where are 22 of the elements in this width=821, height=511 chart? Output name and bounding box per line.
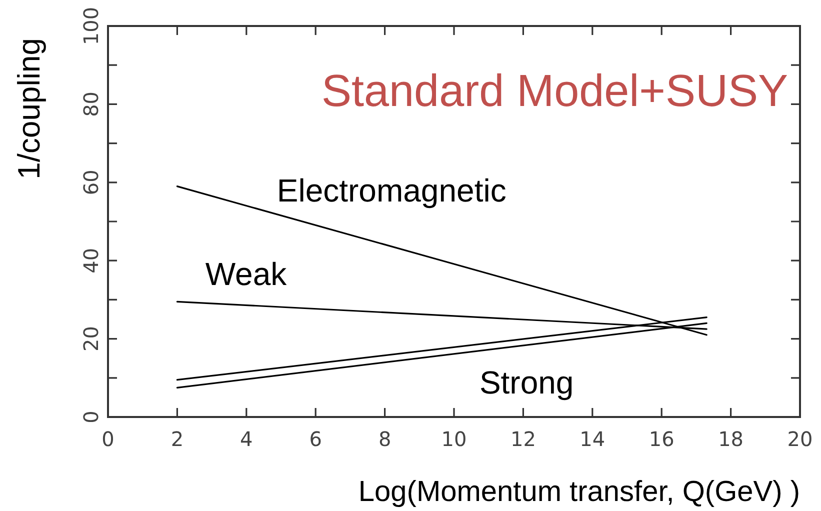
- x-tick-label: 2: [170, 427, 184, 452]
- y-tick-label: 80: [79, 91, 104, 117]
- x-axis-title: Log(Momentum transfer, Q(GeV) ): [358, 476, 800, 508]
- x-tick-label: 4: [240, 427, 253, 452]
- x-tick-label: 10: [441, 427, 467, 452]
- series-label: Weak: [205, 256, 288, 292]
- x-tick-label: 6: [309, 427, 322, 452]
- y-tick-label: 40: [79, 248, 104, 274]
- y-tick-label: 0: [79, 410, 104, 424]
- x-tick-label: 8: [378, 427, 392, 452]
- x-tick-label: 16: [648, 427, 674, 452]
- x-tick-label: 12: [510, 427, 536, 452]
- series-label: Electromagnetic: [276, 172, 506, 208]
- series-label: Strong: [479, 364, 574, 400]
- y-tick-label: 20: [79, 326, 104, 352]
- y-tick-label: 60: [79, 170, 104, 196]
- y-axis-title: 1/coupling: [12, 38, 47, 180]
- x-tick-label: 20: [787, 427, 813, 452]
- x-tick-label: 14: [580, 427, 606, 452]
- x-tick-label: 18: [718, 427, 744, 452]
- text: Standard Model+SUSY: [321, 65, 788, 116]
- y-tick-label: 100: [79, 6, 104, 46]
